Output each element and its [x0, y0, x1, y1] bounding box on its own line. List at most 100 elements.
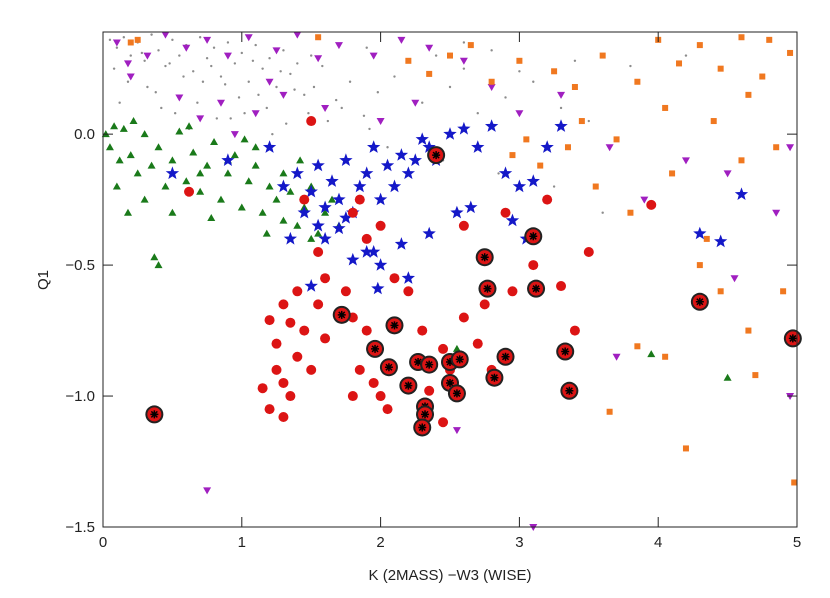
y-tick-label: 0.0	[74, 126, 95, 143]
x-axis-label: K (2MASS) −W3 (WISE)	[369, 567, 532, 584]
point	[171, 38, 174, 42]
point	[379, 358, 398, 377]
point	[230, 131, 239, 139]
point	[147, 161, 156, 169]
point	[265, 78, 274, 86]
point	[244, 34, 253, 42]
point	[532, 80, 535, 83]
point	[413, 418, 432, 437]
point	[559, 106, 563, 110]
point	[738, 34, 745, 41]
point	[140, 130, 149, 138]
point	[223, 83, 227, 86]
point	[272, 47, 281, 55]
point	[518, 70, 521, 73]
point	[292, 286, 303, 297]
point	[160, 106, 163, 110]
point	[587, 119, 590, 123]
x-tick-label: 2	[376, 534, 384, 551]
point	[564, 144, 571, 151]
point	[185, 122, 194, 130]
point	[500, 207, 511, 218]
point	[578, 118, 585, 125]
point	[368, 127, 371, 131]
point	[332, 192, 346, 206]
point	[318, 231, 332, 245]
point	[452, 344, 461, 352]
point-asterisk	[418, 423, 427, 432]
point	[373, 258, 388, 271]
point	[476, 111, 479, 115]
point	[415, 132, 429, 145]
point	[613, 136, 620, 143]
point	[251, 110, 260, 118]
point	[115, 156, 124, 164]
point	[422, 226, 436, 240]
point	[375, 391, 386, 402]
point	[759, 73, 766, 80]
point	[360, 166, 374, 180]
point	[693, 226, 707, 240]
point	[387, 179, 402, 193]
point	[488, 78, 495, 85]
x-tick-label: 1	[238, 534, 246, 551]
point	[605, 144, 614, 152]
point	[313, 299, 324, 310]
point	[505, 213, 520, 227]
point	[365, 46, 368, 49]
point	[523, 136, 530, 143]
point	[134, 36, 141, 43]
point	[237, 96, 241, 99]
point	[606, 408, 613, 415]
point	[450, 205, 464, 219]
point-asterisk	[446, 358, 454, 366]
point	[154, 143, 163, 151]
point	[738, 157, 745, 164]
point	[662, 104, 669, 111]
point	[385, 316, 404, 335]
point	[285, 391, 296, 402]
point	[375, 220, 386, 231]
point	[787, 49, 794, 56]
point	[475, 248, 494, 267]
point	[490, 49, 493, 52]
x-tick-label: 4	[654, 534, 662, 551]
point	[745, 327, 752, 334]
point	[175, 94, 184, 102]
point	[328, 195, 337, 203]
point	[730, 275, 739, 283]
point	[424, 385, 435, 396]
point	[268, 56, 271, 60]
point	[196, 101, 199, 104]
y-tick-label: −1.0	[65, 388, 95, 405]
point	[123, 60, 132, 68]
point	[168, 208, 177, 216]
point	[251, 143, 260, 151]
point	[123, 208, 132, 216]
point-asterisk	[788, 334, 797, 343]
point	[182, 75, 185, 78]
point	[516, 57, 523, 64]
point	[380, 158, 395, 172]
point	[552, 185, 556, 188]
point	[230, 151, 239, 159]
point	[296, 156, 305, 164]
point	[129, 54, 132, 57]
point	[297, 205, 311, 219]
point	[303, 93, 306, 97]
point	[133, 169, 142, 177]
point	[143, 52, 152, 60]
point	[434, 54, 438, 57]
point	[279, 91, 288, 99]
point	[321, 208, 330, 216]
point	[143, 59, 146, 63]
point	[201, 80, 205, 83]
point	[265, 106, 268, 110]
point	[122, 36, 126, 39]
point	[599, 52, 606, 59]
point	[408, 153, 422, 166]
point	[485, 119, 499, 132]
point	[780, 288, 787, 295]
point	[399, 376, 418, 395]
point	[276, 179, 291, 193]
